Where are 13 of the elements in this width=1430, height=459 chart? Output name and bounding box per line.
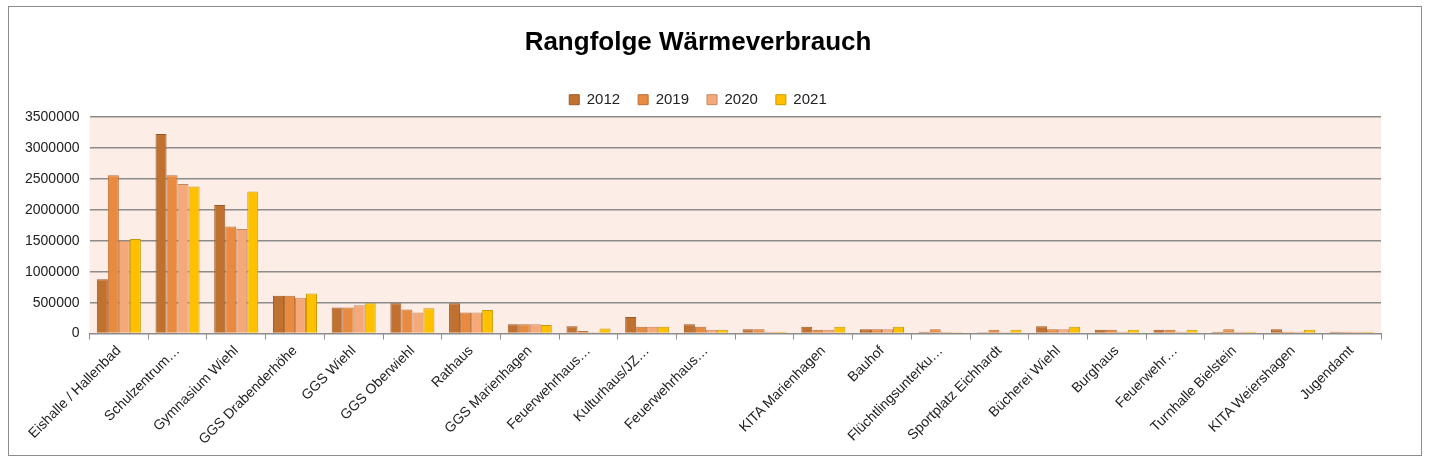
legend-label: 2021 [793,89,827,107]
y-tick-label: 3500000 [24,108,80,125]
y-tick-label: 1000000 [24,262,80,279]
y-tick-label: 3000000 [24,138,80,155]
y-tick-label: 2500000 [24,169,80,186]
legend-label: 2020 [724,89,758,107]
legend-label: 2012 [586,89,621,107]
chart-title: Rangfolge Wärmeverbrauch [524,25,872,56]
y-tick-label: 2000000 [24,200,80,217]
y-tick-label: 0 [71,324,80,341]
y-tick-label: 1500000 [24,231,80,248]
y-tick-label: 500000 [32,293,80,310]
legend-label: 2019 [655,89,690,107]
